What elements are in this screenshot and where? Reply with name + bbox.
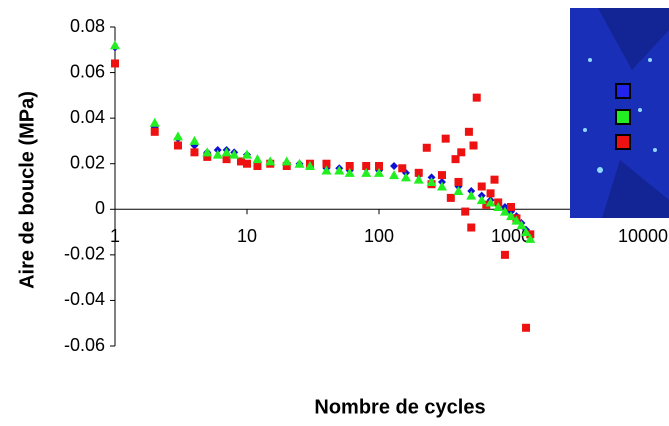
y-tick-label: 0.06 (70, 61, 105, 81)
data-point (334, 165, 345, 175)
data-point (374, 167, 384, 177)
x-tick-label: 1000 (491, 226, 531, 246)
y-tick-label: 0 (95, 198, 105, 218)
x-tick-label: 10000 (618, 226, 668, 246)
data-point (398, 164, 407, 173)
data-point (525, 233, 536, 243)
data-point (437, 171, 446, 180)
data-point (457, 148, 466, 157)
data-point (467, 223, 476, 232)
data-point (426, 176, 437, 186)
data-point (477, 182, 486, 191)
data-point (190, 148, 199, 157)
data-point (469, 141, 478, 150)
data-point (451, 155, 460, 164)
data-point (362, 161, 371, 170)
data-point (511, 215, 522, 225)
y-tick-label: -0.02 (64, 244, 105, 264)
data-point (282, 161, 291, 170)
data-point (221, 147, 232, 157)
data-point (243, 159, 251, 168)
data-point (485, 197, 496, 207)
data-point (345, 161, 354, 170)
data-point (482, 200, 491, 209)
data-point (242, 149, 252, 159)
data-point (189, 135, 200, 145)
data-point (522, 323, 531, 332)
data-point (321, 165, 332, 175)
data-point (389, 170, 400, 180)
data-point (490, 175, 499, 184)
data-point (466, 190, 477, 200)
data-point (252, 154, 263, 164)
data-point (390, 161, 399, 170)
data-point (499, 206, 510, 216)
x-tick-label: 1 (110, 226, 120, 246)
data-point (500, 250, 509, 259)
x-tick-label: 100 (364, 226, 394, 246)
data-point (461, 207, 470, 216)
x-axis-title: Nombre de cycles (314, 396, 485, 418)
y-tick-label: 0.02 (70, 152, 105, 172)
x-tick-label: 10 (237, 226, 257, 246)
data-point (212, 149, 223, 159)
data-point (472, 93, 481, 102)
data-point (281, 156, 292, 166)
data-point (486, 189, 495, 198)
data-point (446, 193, 455, 202)
data-point (236, 157, 245, 166)
y-tick-label: 0.04 (70, 107, 105, 127)
data-point (253, 161, 262, 170)
data-point (400, 172, 411, 182)
data-point (110, 40, 120, 50)
data-point (521, 227, 532, 237)
data-point (203, 152, 212, 161)
data-point (344, 167, 355, 177)
data-point (229, 149, 240, 159)
data-point (361, 167, 372, 177)
y-tick-label: -0.04 (64, 289, 105, 309)
data-point (173, 141, 182, 150)
data-point (493, 202, 504, 212)
data-point (476, 195, 487, 205)
y-tick-label: 0.08 (70, 16, 105, 36)
data-point (506, 211, 516, 221)
data-point (222, 155, 231, 164)
data-point (453, 186, 464, 196)
data-point (265, 156, 276, 166)
data-point (454, 177, 463, 186)
data-point (111, 59, 119, 68)
y-axis-title: Aire de boucle (MPa) (16, 91, 38, 289)
data-point (441, 134, 450, 143)
data-point (172, 131, 183, 141)
data-point (149, 117, 160, 127)
data-point (422, 143, 431, 152)
data-point (507, 203, 515, 212)
data-point (516, 220, 527, 230)
data-point (322, 159, 331, 168)
data-point (150, 127, 159, 136)
data-point (294, 158, 305, 168)
specimen-image (570, 8, 669, 218)
data-point (202, 147, 213, 157)
data-point (414, 168, 423, 177)
data-point (413, 174, 424, 184)
y-tick-label: -0.06 (64, 335, 105, 355)
data-point (375, 161, 383, 170)
data-point (464, 127, 473, 136)
data-point (436, 181, 447, 191)
data-point (304, 160, 315, 170)
